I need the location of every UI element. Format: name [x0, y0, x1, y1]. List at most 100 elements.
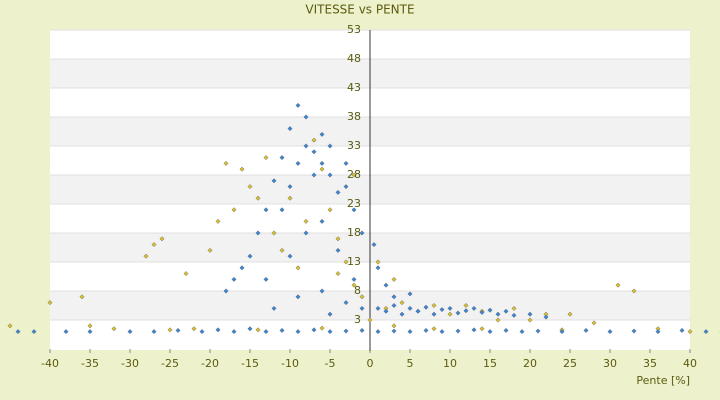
data-point — [343, 184, 349, 190]
data-point — [271, 178, 277, 184]
data-point — [343, 160, 349, 166]
data-point — [263, 207, 269, 213]
data-point — [151, 242, 157, 248]
data-point — [31, 329, 37, 335]
data-point — [527, 311, 533, 317]
x-tick-label: -20 — [201, 357, 219, 370]
data-point — [223, 160, 229, 166]
data-point — [231, 329, 237, 335]
data-point — [15, 329, 21, 335]
data-point — [319, 325, 325, 331]
data-point — [495, 311, 501, 317]
data-point — [559, 329, 565, 335]
data-point — [335, 271, 341, 277]
y-tick-label: 48 — [347, 52, 361, 65]
data-point — [319, 166, 325, 172]
data-point — [359, 327, 365, 333]
data-point — [463, 303, 469, 308]
x-tick-label: 25 — [563, 357, 577, 370]
x-tick-label: 20 — [523, 357, 537, 370]
data-point — [319, 131, 325, 137]
data-point — [335, 247, 341, 253]
data-point — [383, 282, 389, 288]
x-tick-label: -5 — [325, 357, 336, 370]
data-point — [295, 294, 301, 300]
data-point — [511, 312, 517, 318]
data-point — [287, 184, 293, 190]
data-point — [371, 242, 377, 248]
data-point — [415, 308, 421, 314]
y-tick-label: 3 — [354, 313, 361, 326]
data-point — [319, 218, 325, 224]
data-point — [143, 253, 149, 259]
y-tick-label: 43 — [347, 81, 361, 94]
data-point — [159, 236, 165, 242]
data-point — [7, 323, 13, 329]
data-point — [151, 329, 157, 335]
data-point — [351, 207, 357, 213]
data-point — [287, 195, 293, 201]
data-point — [311, 149, 317, 155]
data-point — [375, 329, 381, 335]
data-point — [383, 308, 389, 314]
data-point — [287, 126, 293, 132]
data-point — [111, 326, 117, 332]
data-point — [319, 160, 325, 166]
x-tick-label: -40 — [41, 357, 59, 370]
data-point — [343, 300, 349, 306]
data-point — [367, 317, 373, 323]
data-point — [127, 329, 133, 335]
data-point — [391, 294, 397, 300]
data-point — [255, 327, 261, 333]
data-point — [351, 172, 357, 178]
x-tick-label: 0 — [367, 357, 374, 370]
data-point — [343, 328, 349, 334]
data-point — [503, 308, 509, 314]
x-tick-label: 35 — [643, 357, 657, 370]
data-point — [279, 207, 285, 213]
data-point — [279, 327, 285, 333]
data-point — [431, 311, 437, 317]
x-tick-label: 40 — [683, 357, 697, 370]
data-point — [447, 311, 453, 317]
data-point — [615, 282, 621, 288]
x-axis-label: Pente [%] — [636, 374, 690, 387]
chart-title: VITESSE vs PENTE — [305, 3, 414, 17]
data-point — [631, 288, 637, 294]
y-tick-label: 18 — [347, 226, 361, 239]
data-point — [303, 143, 309, 149]
data-point — [423, 327, 429, 333]
data-point — [231, 276, 237, 282]
data-point — [439, 329, 445, 335]
x-tick-label: -35 — [81, 357, 99, 370]
data-point — [583, 327, 589, 333]
data-point — [543, 314, 549, 320]
data-point — [391, 276, 397, 282]
data-point — [295, 102, 301, 108]
data-point — [79, 294, 85, 300]
data-point — [327, 172, 333, 178]
x-tick-label: 30 — [603, 357, 617, 370]
data-point — [215, 218, 221, 224]
data-point — [303, 114, 309, 120]
data-point — [327, 207, 333, 213]
data-point — [399, 311, 405, 317]
data-point — [447, 305, 453, 311]
data-point — [455, 310, 461, 316]
data-point — [303, 230, 309, 236]
x-tick-label: 10 — [443, 357, 457, 370]
data-point — [351, 282, 357, 288]
data-point — [303, 218, 309, 224]
data-point — [439, 307, 445, 313]
data-point — [519, 329, 525, 335]
data-point — [375, 259, 381, 265]
data-point — [335, 189, 341, 195]
data-point — [471, 327, 477, 333]
data-point — [487, 329, 493, 335]
data-point — [231, 207, 237, 213]
data-point — [255, 195, 261, 201]
data-point — [263, 329, 269, 335]
data-point — [311, 172, 317, 178]
data-point — [463, 308, 469, 314]
